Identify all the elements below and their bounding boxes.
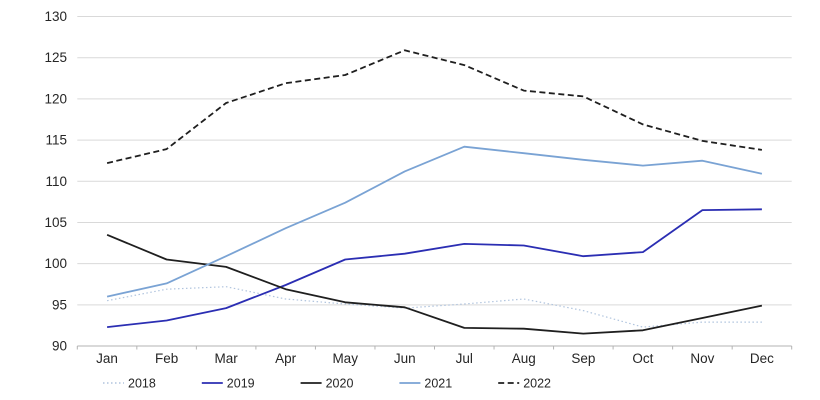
y-tick-label: 120 [44, 91, 67, 106]
legend-item-2019: 2019 [201, 377, 255, 391]
x-axis-labels: Jan Feb Mar Apr May Jun Jul Aug Sep Oct Nov Dec [96, 351, 774, 366]
x-tick-label: Aug [512, 351, 536, 366]
y-gridlines [77, 16, 792, 347]
y-axis-labels: 90 95 100 105 110 115 120 125 130 [44, 9, 67, 354]
series-line-2020 [106, 233, 763, 335]
x-tick-label: Oct [632, 351, 653, 366]
x-tick-label: Nov [690, 351, 714, 366]
y-tick-label: 125 [44, 50, 67, 65]
series-line-2018 [106, 286, 762, 328]
y-tick-label: 95 [52, 297, 67, 312]
legend-item-2018: 2018 [103, 377, 156, 391]
legend-label: 2020 [326, 377, 354, 391]
legend-label: 2021 [424, 377, 452, 391]
x-tick-label: Jan [96, 351, 118, 366]
legend-label: 2018 [128, 377, 156, 391]
y-tick-label: 130 [44, 9, 67, 24]
x-tick-label: Sep [571, 351, 595, 366]
x-axis-ticks [76, 346, 793, 350]
y-tick-label: 105 [44, 215, 67, 230]
series-line-2019 [107, 208, 762, 328]
y-tick-label: 90 [52, 339, 67, 354]
y-tick-label: 110 [45, 174, 67, 189]
series-line-2022 [106, 49, 763, 164]
chart-legend: 2018 2019 2020 2021 2022 [103, 377, 551, 391]
x-tick-label: Feb [155, 351, 178, 366]
legend-label: 2022 [523, 377, 551, 391]
x-tick-label: Jun [394, 351, 416, 366]
y-tick-label: 100 [44, 256, 67, 271]
legend-item-2020: 2020 [300, 377, 354, 391]
series-line-2021 [106, 145, 763, 298]
x-tick-label: Apr [275, 351, 297, 366]
x-tick-label: May [332, 351, 358, 366]
x-tick-label: Dec [750, 351, 774, 366]
legend-label: 2019 [227, 377, 255, 391]
y-tick-label: 115 [45, 133, 67, 148]
x-tick-label: Jul [456, 351, 473, 366]
x-tick-label: Mar [215, 351, 239, 366]
legend-item-2021: 2021 [399, 377, 452, 391]
legend-item-2022: 2022 [498, 377, 551, 391]
